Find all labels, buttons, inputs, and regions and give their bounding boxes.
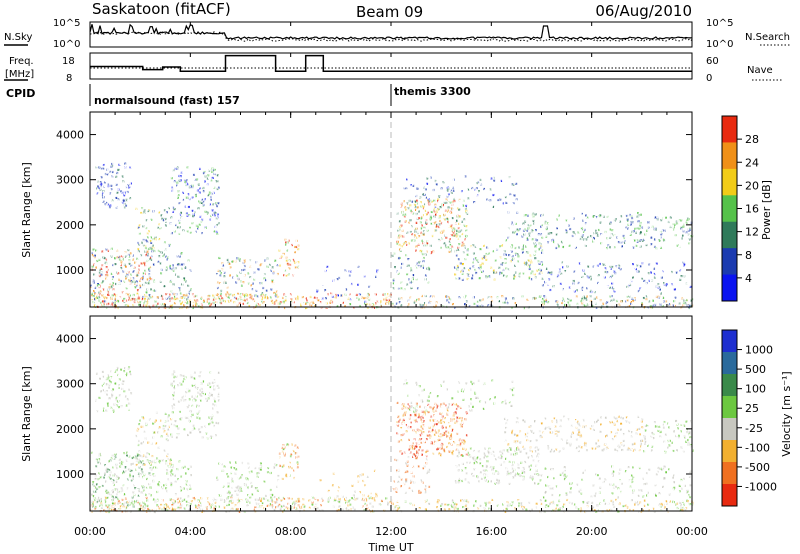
velocity-colorbar-tick: -25 — [745, 422, 763, 435]
power-colorbar-tick: 12 — [745, 226, 759, 239]
x-tick-label: 12:00 — [375, 525, 407, 538]
noise-panel: N.Sky 10^5 10^0 10^5 10^0 N.Search — [4, 18, 790, 50]
cpid-entry-normalsound: normalsound (fast) 157 — [94, 94, 240, 107]
freq-tick-bottom: 8 — [66, 73, 72, 84]
x-tick-label: 16:00 — [475, 525, 507, 538]
power-colorbar-tick: 20 — [745, 179, 759, 192]
nave-tick-top: 60 — [706, 56, 719, 67]
power-colorbar-tick: 28 — [745, 133, 759, 146]
velocity-swatch — [722, 330, 737, 353]
velocity-data — [90, 366, 694, 514]
power-swatch — [722, 195, 737, 223]
velocity-swatch — [722, 440, 737, 463]
freq-label-line1: Freq. — [9, 56, 34, 67]
velocity-colorbar-tick: -1000 — [745, 480, 777, 493]
x-axis-ticks: 00:00 04:00 08:00 12:00 16:00 20:00 00:00 — [74, 22, 708, 538]
velocity-colorbar-tick: 1000 — [745, 344, 773, 357]
cpid-entry-themis: themis 3300 — [394, 85, 471, 98]
y-tick-label: 3000 — [56, 378, 84, 391]
velocity-colorbar-tick: 100 — [745, 383, 766, 396]
velocity-swatch — [722, 374, 737, 397]
power-colorbar-tick: 4 — [745, 272, 752, 285]
noise-right-tick-bottom: 10^0 — [706, 39, 733, 50]
beam-title: Beam 09 — [356, 3, 423, 21]
x-axis-label: Time UT — [367, 541, 413, 554]
power-panel: 1000 2000 3000 4000 Slant Range [km] — [20, 111, 694, 310]
nsearch-series — [89, 31, 693, 42]
x-tick-label: 00:00 — [74, 525, 106, 538]
power-swatch — [722, 221, 737, 249]
x-tick-label: 04:00 — [174, 525, 206, 538]
noise-right-tick-top: 10^5 — [706, 18, 733, 29]
y-tick-label: 1000 — [56, 468, 84, 481]
nave-label: Nave — [747, 65, 773, 76]
x-tick-label: 08:00 — [275, 525, 307, 538]
velocity-panel: 1000 2000 3000 4000 Slant Range [km] — [20, 315, 694, 514]
y-tick-label: 2000 — [56, 423, 84, 436]
velocity-colorbar-tick: -500 — [745, 461, 770, 474]
velocity-swatch — [722, 352, 737, 375]
power-swatch — [722, 142, 737, 170]
y-tick-label: 1000 — [56, 264, 84, 277]
velocity-colorbar-label: Velocity [m s⁻¹] — [780, 371, 793, 456]
nsky-series — [89, 23, 693, 40]
velocity-y-ticks: 1000 2000 3000 4000 — [56, 333, 692, 481]
power-swatch — [722, 274, 737, 302]
freq-label-line2: [MHz] — [5, 69, 34, 80]
y-tick-label: 4000 — [56, 333, 84, 346]
freq-panel: Freq. [MHz] 18 8 60 0 Nave — [4, 52, 782, 84]
power-data — [90, 162, 694, 310]
velocity-swatch — [722, 396, 737, 419]
y-tick-label: 2000 — [56, 219, 84, 232]
date-title: 06/Aug/2010 — [595, 2, 692, 20]
cpid-label: CPID — [6, 87, 35, 100]
y-tick-label: 3000 — [56, 174, 84, 187]
velocity-colorbar: 1000 500 100 25 -25 -100 -500 -1000 Velocity [m… — [721, 329, 793, 507]
noise-left-label: N.Sky — [4, 32, 32, 43]
station-title: Saskatoon (fitACF) — [92, 0, 231, 18]
power-colorbar-label: Power [dB] — [760, 180, 773, 240]
velocity-colorbar-tick: -100 — [745, 441, 770, 454]
noise-left-tick-top: 10^5 — [53, 18, 80, 29]
velocity-swatch — [722, 462, 737, 485]
power-y-label: Slant Range [km] — [20, 162, 33, 258]
velocity-swatch — [722, 418, 737, 441]
power-y-ticks: 1000 2000 3000 4000 — [56, 129, 692, 277]
velocity-swatch — [722, 484, 737, 507]
power-colorbar-tick: 16 — [745, 203, 759, 216]
power-colorbar: 4 8 12 16 20 24 28 Power [dB] — [721, 115, 773, 302]
power-swatch — [722, 168, 737, 196]
power-colorbar-tick: 24 — [745, 156, 759, 169]
nave-tick-bottom: 0 — [706, 73, 712, 84]
velocity-colorbar-tick: 25 — [745, 402, 759, 415]
x-tick-label: 20:00 — [576, 525, 608, 538]
x-tick-label: 00:00 — [676, 525, 708, 538]
velocity-colorbar-tick: 500 — [745, 363, 766, 376]
power-colorbar-tick: 8 — [745, 249, 752, 262]
y-tick-label: 4000 — [56, 129, 84, 142]
noise-left-tick-bottom: 10^0 — [53, 39, 80, 50]
freq-series — [90, 54, 692, 72]
noise-right-label: N.Search — [745, 32, 790, 43]
power-swatch — [722, 248, 737, 276]
velocity-y-label: Slant Range [km] — [20, 366, 33, 462]
power-swatch — [722, 116, 737, 143]
freq-tick-top: 18 — [62, 56, 75, 67]
cpid-row: CPID normalsound (fast) 157 themis 3300 — [6, 84, 471, 107]
